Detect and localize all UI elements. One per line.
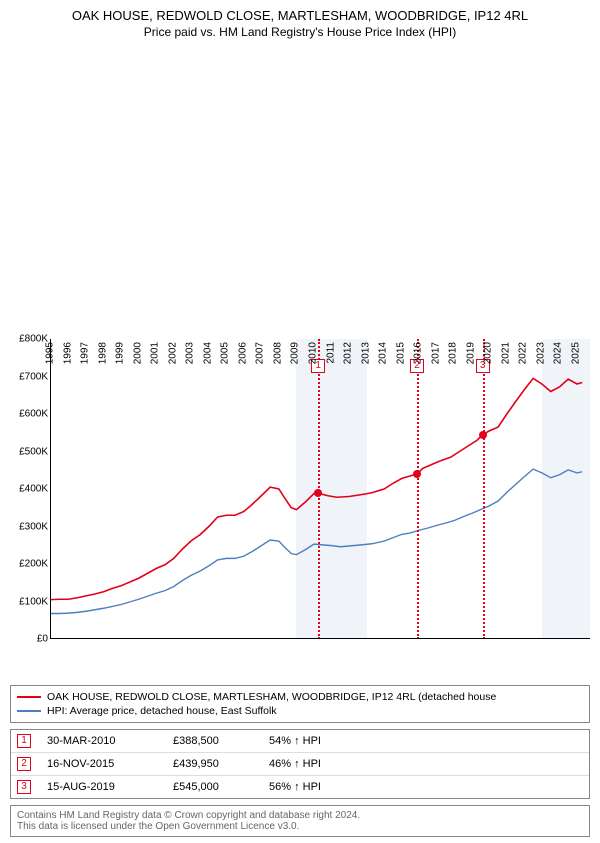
xtick-label: 2004 <box>202 342 213 364</box>
sale-date: 16-NOV-2015 <box>47 758 157 770</box>
xtick-label: 2012 <box>343 342 354 364</box>
plot-area: 123 <box>50 339 590 639</box>
sale-dot <box>314 489 322 497</box>
xtick-label: 2024 <box>553 342 564 364</box>
xtick-label: 2016 <box>413 342 424 364</box>
xtick-label: 2002 <box>167 342 178 364</box>
sale-marker: 1 <box>17 734 31 748</box>
sale-delta: 56% ↑ HPI <box>269 781 321 793</box>
xtick-label: 1999 <box>115 342 126 364</box>
xtick-label: 2010 <box>307 342 318 364</box>
sale-price: £388,500 <box>173 735 253 747</box>
xtick-label: 2005 <box>220 342 231 364</box>
xtick-label: 1995 <box>45 342 56 364</box>
event-line <box>417 339 419 639</box>
sale-date: 30-MAR-2010 <box>47 735 157 747</box>
xtick-label: 2020 <box>483 342 494 364</box>
legend-swatch <box>17 696 41 698</box>
sale-dot <box>413 470 421 478</box>
xtick-label: 1996 <box>62 342 73 364</box>
ytick-label: £400K <box>19 484 48 495</box>
xtick-label: 2000 <box>132 342 143 364</box>
sale-row: 2 16-NOV-2015 £439,950 46% ↑ HPI <box>11 753 589 776</box>
price-chart: £0£100K£200K£300K£400K£500K£600K£700K£80… <box>10 339 590 679</box>
x-axis: 1995199619971998199920002001200220032004… <box>50 339 590 379</box>
xtick-label: 2003 <box>185 342 196 364</box>
sale-dot <box>479 431 487 439</box>
attribution-line: Contains HM Land Registry data © Crown c… <box>17 810 583 821</box>
xtick-label: 2011 <box>325 342 336 364</box>
attribution: Contains HM Land Registry data © Crown c… <box>10 805 590 837</box>
ytick-label: £600K <box>19 409 48 420</box>
ytick-label: £500K <box>19 446 48 457</box>
ytick-label: £200K <box>19 559 48 570</box>
legend-item: OAK HOUSE, REDWOLD CLOSE, MARTLESHAM, WO… <box>17 690 583 704</box>
xtick-label: 2009 <box>290 342 301 364</box>
xtick-label: 2025 <box>570 342 581 364</box>
page-title: OAK HOUSE, REDWOLD CLOSE, MARTLESHAM, WO… <box>10 8 590 23</box>
sales-table: 1 30-MAR-2010 £388,500 54% ↑ HPI 2 16-NOV-201… <box>10 729 590 799</box>
attribution-line: This data is licensed under the Open Gov… <box>17 821 583 832</box>
xtick-label: 2018 <box>448 342 459 364</box>
xtick-label: 2022 <box>518 342 529 364</box>
sale-price: £439,950 <box>173 758 253 770</box>
xtick-label: 2021 <box>500 342 511 364</box>
sale-marker: 2 <box>17 757 31 771</box>
y-axis: £0£100K£200K£300K£400K£500K£600K£700K£80… <box>10 339 50 639</box>
legend: OAK HOUSE, REDWOLD CLOSE, MARTLESHAM, WO… <box>10 685 590 723</box>
sale-row: 3 15-AUG-2019 £545,000 56% ↑ HPI <box>11 776 589 798</box>
sale-date: 15-AUG-2019 <box>47 781 157 793</box>
ytick-label: £0 <box>37 634 48 645</box>
xtick-label: 2008 <box>272 342 283 364</box>
legend-swatch <box>17 710 41 712</box>
page-subtitle: Price paid vs. HM Land Registry's House … <box>10 25 590 39</box>
xtick-label: 2001 <box>150 342 161 364</box>
xtick-label: 1998 <box>97 342 108 364</box>
xtick-label: 2023 <box>535 342 546 364</box>
xtick-label: 2013 <box>360 342 371 364</box>
sale-delta: 46% ↑ HPI <box>269 758 321 770</box>
sale-delta: 54% ↑ HPI <box>269 735 321 747</box>
legend-item: HPI: Average price, detached house, East… <box>17 704 583 718</box>
legend-label: HPI: Average price, detached house, East… <box>47 705 277 717</box>
legend-label: OAK HOUSE, REDWOLD CLOSE, MARTLESHAM, WO… <box>47 691 496 703</box>
xtick-label: 2015 <box>395 342 406 364</box>
event-line <box>483 339 485 639</box>
ytick-label: £700K <box>19 371 48 382</box>
ytick-label: £300K <box>19 521 48 532</box>
xtick-label: 2007 <box>255 342 266 364</box>
sale-row: 1 30-MAR-2010 £388,500 54% ↑ HPI <box>11 730 589 753</box>
sale-price: £545,000 <box>173 781 253 793</box>
xtick-label: 2014 <box>378 342 389 364</box>
xtick-label: 2017 <box>430 342 441 364</box>
xtick-label: 2019 <box>465 342 476 364</box>
ytick-label: £100K <box>19 596 48 607</box>
xtick-label: 1997 <box>80 342 91 364</box>
sale-marker: 3 <box>17 780 31 794</box>
xtick-label: 2006 <box>237 342 248 364</box>
